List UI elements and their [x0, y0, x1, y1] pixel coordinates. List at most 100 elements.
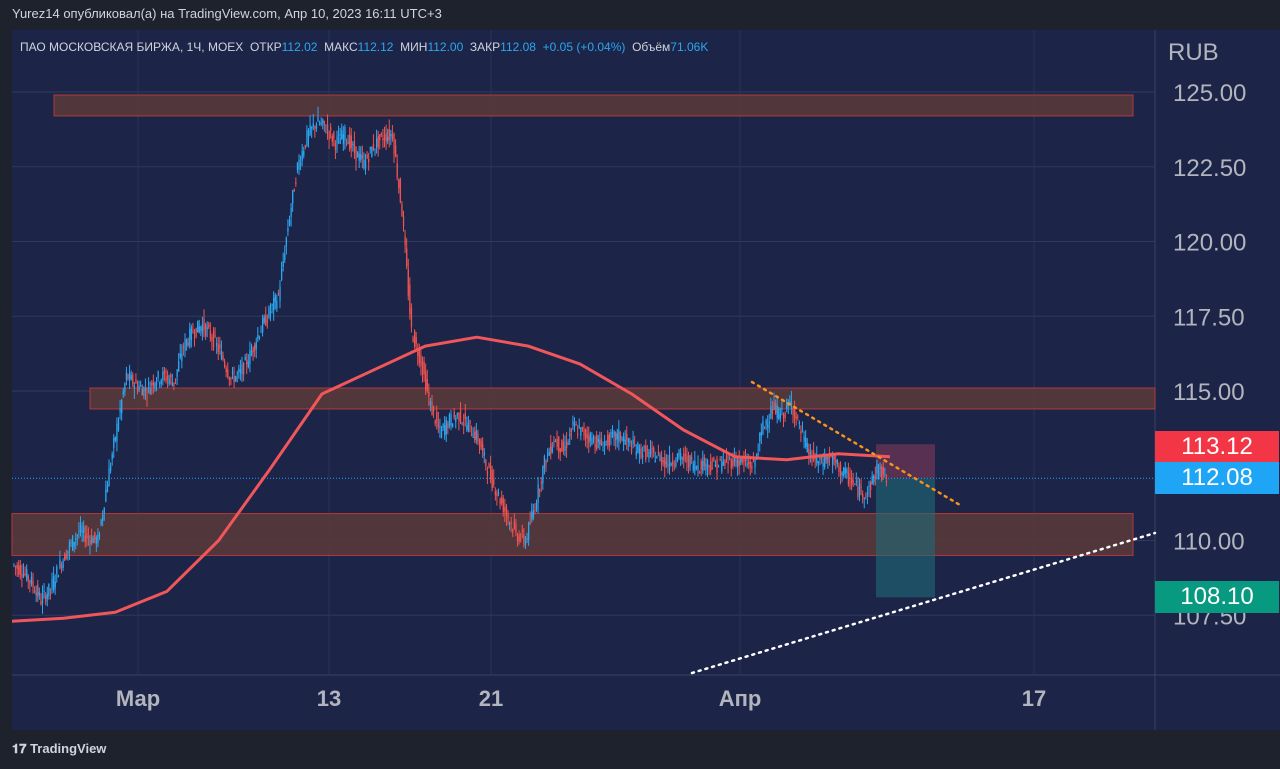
candle-body	[865, 495, 867, 497]
candle-body	[641, 454, 644, 458]
candle-body	[531, 512, 533, 520]
candle-body	[26, 569, 28, 580]
y-tick-label: 120.00	[1173, 230, 1246, 257]
candle-body	[774, 403, 777, 414]
candle-body	[432, 406, 435, 412]
candle-body	[84, 535, 86, 542]
candle-body	[618, 429, 620, 442]
x-tick-label: 21	[479, 686, 503, 711]
candle-body	[464, 413, 466, 420]
candle-body	[660, 456, 663, 465]
candle-body	[344, 126, 346, 141]
candle-body	[105, 489, 107, 502]
candle-body	[740, 457, 742, 464]
candle-body	[608, 435, 611, 447]
candle-body	[185, 339, 188, 346]
candle-body	[390, 133, 392, 137]
candle-body	[542, 466, 544, 484]
candle-body	[350, 135, 352, 148]
candle-body	[781, 408, 783, 410]
candle-body	[494, 491, 497, 496]
candle-body	[665, 461, 668, 464]
candle-body	[501, 497, 503, 504]
candle-body	[383, 134, 386, 141]
candle-body	[132, 374, 134, 385]
candle-body	[551, 447, 554, 453]
candle-body	[458, 412, 460, 422]
candle-body	[261, 318, 264, 333]
candle-body	[488, 463, 490, 469]
candle-body	[808, 448, 810, 455]
candle-body	[162, 371, 164, 380]
candle-body	[444, 425, 446, 436]
candle-body	[73, 541, 75, 547]
candle-body	[263, 316, 265, 323]
candle-body	[369, 147, 371, 149]
candle-body	[806, 443, 808, 453]
candle-body	[402, 216, 405, 227]
candle-body	[869, 481, 872, 491]
candle-body	[45, 595, 47, 602]
candle-body	[193, 336, 196, 338]
candle-body	[56, 566, 58, 574]
candle-body	[811, 459, 813, 461]
open-label: ОТКР	[249, 40, 282, 54]
candle-body	[691, 457, 693, 460]
candle-body	[436, 412, 438, 422]
candle-body	[496, 492, 498, 497]
y-tick-label: 122.50	[1173, 155, 1246, 182]
candle-body	[97, 534, 99, 543]
candle-body	[250, 350, 253, 356]
candle-body	[643, 446, 645, 448]
candle-body	[453, 411, 455, 418]
candle-body	[257, 334, 259, 339]
candle-body	[214, 335, 216, 337]
candle-body	[342, 134, 345, 145]
candle-body	[277, 292, 280, 295]
candle-body	[881, 467, 883, 480]
candle-body	[831, 454, 834, 465]
candle-body	[735, 459, 737, 466]
candle-body	[371, 147, 373, 157]
candle-body	[187, 342, 189, 345]
candle-body	[586, 433, 588, 439]
candle-body	[822, 462, 824, 467]
candle-body	[882, 466, 884, 475]
candle-body	[877, 473, 880, 475]
candle-body	[122, 391, 124, 395]
candle-body	[35, 592, 37, 596]
candle-body	[778, 408, 780, 420]
candle-body	[219, 344, 221, 349]
candle-body	[379, 134, 381, 141]
candle-body	[41, 594, 44, 604]
y-tick-label: 117.50	[1173, 304, 1245, 331]
candle-body	[21, 574, 23, 578]
candle-body	[752, 458, 755, 462]
candle-body	[293, 189, 295, 192]
candle-body	[679, 453, 682, 460]
symbol-legend: ПАО МОСКОВСКАЯ БИРЖА, 1Ч, MOEX ОТКР112.0…	[20, 40, 708, 54]
candle-body	[499, 498, 501, 505]
candle-body	[76, 535, 79, 537]
candle-body	[673, 464, 675, 466]
candle-body	[81, 530, 83, 533]
candle-body	[801, 429, 804, 431]
candle-body	[721, 462, 723, 472]
candle-body	[52, 575, 55, 590]
candle-body	[730, 459, 732, 469]
candle-body	[513, 521, 516, 529]
candle-body	[583, 429, 585, 437]
candle-body	[361, 155, 364, 159]
chart-pane	[12, 30, 1155, 675]
candle-body	[529, 521, 531, 524]
candle-body	[86, 533, 88, 539]
candle-body	[276, 300, 278, 309]
candle-body	[713, 457, 715, 461]
candle-body	[62, 560, 64, 568]
candle-body	[678, 450, 680, 457]
candle-body	[59, 559, 61, 568]
candle-body	[724, 459, 726, 466]
candle-body	[765, 420, 767, 425]
candle-body	[632, 439, 634, 444]
